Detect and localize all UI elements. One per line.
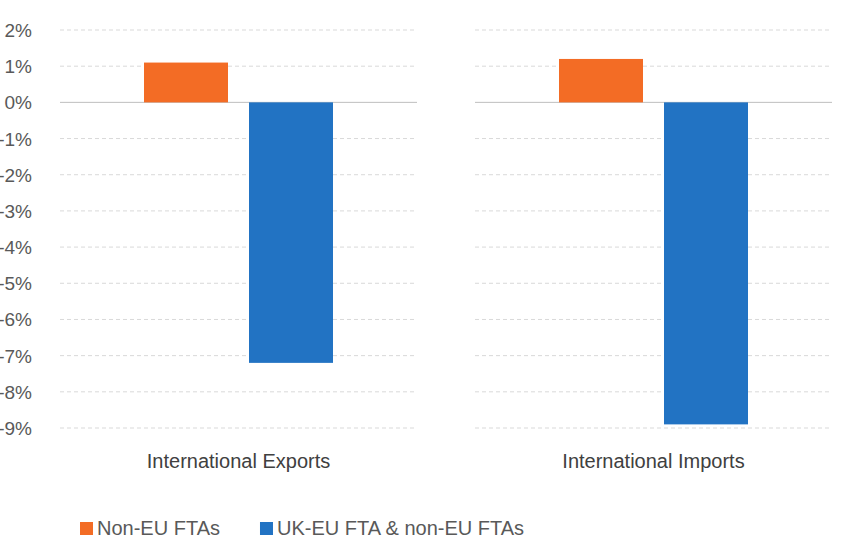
legend-swatch xyxy=(80,522,93,535)
bar xyxy=(664,102,748,424)
grid-line xyxy=(475,319,832,320)
grid-line xyxy=(60,428,417,429)
zero-line xyxy=(475,102,832,103)
grid-line xyxy=(475,30,832,31)
legend: Non-EU FTAs UK-EU FTA & non-EU FTAs xyxy=(80,517,524,539)
grid-line xyxy=(475,174,832,175)
y-tick-label: -2% xyxy=(0,165,32,186)
legend-swatch xyxy=(260,522,273,535)
grid-line xyxy=(60,319,417,320)
legend-label: Non-EU FTAs xyxy=(97,517,220,539)
grid-line xyxy=(475,66,832,67)
grid-line xyxy=(475,283,832,284)
grid-line xyxy=(60,66,417,67)
grid-line xyxy=(475,428,832,429)
y-tick-label: -4% xyxy=(0,237,32,258)
zero-line xyxy=(60,102,417,103)
bar xyxy=(144,63,228,103)
y-tick-label: -1% xyxy=(0,129,32,150)
y-tick-label: -8% xyxy=(0,382,32,403)
grid-line xyxy=(60,210,417,211)
bar xyxy=(249,102,333,363)
grid-line xyxy=(60,355,417,356)
y-tick-label: 1% xyxy=(5,56,33,77)
category-label: International Exports xyxy=(147,450,330,472)
category-label: International Imports xyxy=(562,450,744,472)
y-tick-label: -6% xyxy=(0,309,32,330)
grid-line xyxy=(475,247,832,248)
grid-line xyxy=(475,391,832,392)
chart-svg: -9% -8% -7% -6% -5% -4% -3% -2% -1% 0% 1% 2% Interna… xyxy=(0,0,850,558)
y-tick-label: 2% xyxy=(5,20,33,41)
grid-line xyxy=(60,30,417,31)
grid-line xyxy=(475,210,832,211)
grid-line xyxy=(60,283,417,284)
grid-line xyxy=(475,138,832,139)
grid-line xyxy=(60,174,417,175)
grid xyxy=(60,30,832,428)
y-tick-label: 0% xyxy=(5,92,33,113)
legend-label: UK-EU FTA & non-EU FTAs xyxy=(277,517,524,539)
y-tick-label: -9% xyxy=(0,418,32,439)
grid-line xyxy=(60,391,417,392)
chart-container: -9% -8% -7% -6% -5% -4% -3% -2% -1% 0% 1% 2% Interna… xyxy=(0,0,850,558)
y-tick-label: -3% xyxy=(0,201,32,222)
grid-line xyxy=(60,138,417,139)
bar xyxy=(559,59,643,102)
bars xyxy=(144,59,748,424)
grid-line xyxy=(60,247,417,248)
grid-line xyxy=(475,355,832,356)
y-tick-label: -7% xyxy=(0,346,32,367)
y-tick-label: -5% xyxy=(0,273,32,294)
